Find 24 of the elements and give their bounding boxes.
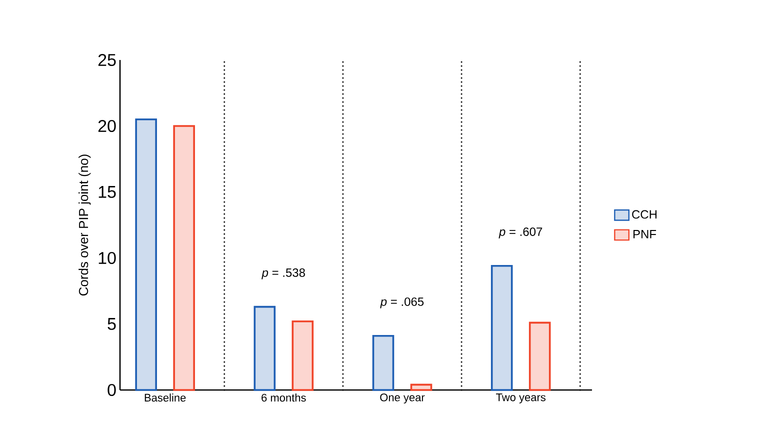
x-tick-label: One year <box>380 394 425 404</box>
y-tick-label: 5 <box>108 318 116 330</box>
y-tick-label: 10 <box>98 252 116 264</box>
y-tick-label: 20 <box>98 120 116 132</box>
bar <box>292 320 314 391</box>
bar <box>490 265 513 391</box>
y-axis-title: Cords over PIP joint (no) <box>78 154 91 296</box>
bar <box>135 118 157 391</box>
y-tick-label: 15 <box>98 186 116 198</box>
x-tick-label: Baseline <box>144 394 186 402</box>
bar <box>173 125 195 391</box>
y-tick-label: 25 <box>98 54 116 66</box>
bar <box>254 306 276 391</box>
y-tick-label: 0 <box>108 384 116 396</box>
annotation: p = .607 <box>498 227 542 238</box>
legend-label: PNF <box>633 230 656 238</box>
legend-label: CCH <box>632 210 657 219</box>
bar <box>372 334 394 391</box>
annotation: p = .538 <box>262 268 305 280</box>
annotation: p = .065 <box>380 297 424 308</box>
bar <box>528 322 551 391</box>
bar <box>410 384 432 391</box>
x-tick-label: Two years <box>496 394 546 404</box>
x-tick-label: 6 months <box>262 394 306 402</box>
